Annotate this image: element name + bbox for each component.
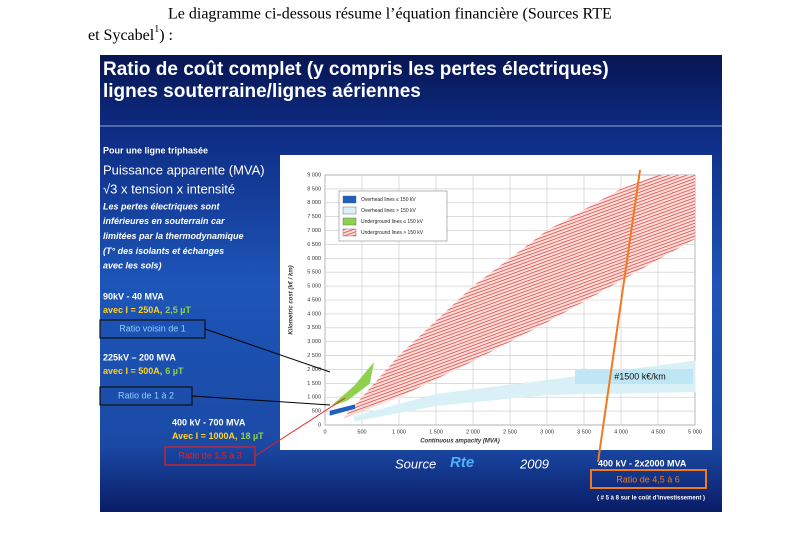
x-axis-label: Continuous ampacity (MVA) <box>420 439 500 445</box>
y-tick-label: 1 500 <box>307 381 321 387</box>
ratio: Ratio de 4,5 à 6 <box>616 474 680 484</box>
y-tick-label: 5 000 <box>307 284 321 290</box>
region <box>332 362 374 407</box>
legend-box <box>338 190 448 242</box>
current: Avec I = 1000A, <box>172 431 237 441</box>
pointer-line <box>254 397 346 457</box>
legend-swatch <box>342 195 357 204</box>
ratio: Ratio de 1 à 2 <box>118 390 174 400</box>
y-tick-label: 3 500 <box>307 325 321 331</box>
y-tick-label: 7 500 <box>307 214 321 220</box>
y-tick-label: 4 000 <box>307 311 321 317</box>
y-tick-label: 4 500 <box>307 297 321 303</box>
case-head: 225kV – 200 MVA <box>103 352 176 362</box>
legend-label: Overhead lines ≤ 150 kV <box>361 197 416 203</box>
annotation-band <box>575 369 693 384</box>
paragraph-text: ) : <box>159 27 173 44</box>
y-tick-label: 8 000 <box>307 200 321 206</box>
legend-label: Overhead lines > 150 kV <box>361 208 417 214</box>
y-tick-label: 2 000 <box>307 367 321 373</box>
y-tick-label: 6 500 <box>307 242 321 248</box>
pointer-line <box>597 169 641 463</box>
region <box>343 175 695 419</box>
legend-swatch <box>342 206 357 215</box>
legend-label: Underground lines ≤ 150 kV <box>361 219 424 225</box>
note-line: avec les sols) <box>103 261 162 271</box>
region <box>329 404 356 416</box>
annotation: #1500 k€/km <box>614 371 666 381</box>
note-line: Les pertes électriques sont <box>103 201 221 211</box>
current: avec I = 500A, <box>103 366 162 376</box>
slide-title: Ratio de coût complet (y compris les per… <box>103 59 609 80</box>
y-tick-label: 9 000 <box>307 172 321 178</box>
legend-swatch <box>342 217 357 226</box>
formula: √3 x tension x intensité <box>103 181 235 196</box>
pointer-line <box>204 328 331 373</box>
x-tick-label: 5 000 <box>688 429 702 435</box>
source: Source <box>395 456 436 471</box>
case-head: 400 kV - 2x2000 MVA <box>598 458 687 468</box>
x-tick-label: 0 <box>323 429 326 435</box>
cases: 90kV - 40 MVA avec I = 250A, 2,5 µT Ratio v… <box>99 291 264 466</box>
note-line: inférieures en souterrain car <box>103 216 225 226</box>
paragraph-line: et Sycabel1) : <box>88 24 173 43</box>
x-tick-label: 3 500 <box>577 429 591 435</box>
pointer-line <box>191 395 331 406</box>
y-tick-label: 8 500 <box>307 186 321 192</box>
x-tick-label: 2 000 <box>466 429 480 435</box>
ratio: Ratio voisin de 1 <box>119 323 186 333</box>
y-tick-label: 1 000 <box>307 395 321 401</box>
case-detail: Avec I = 1000A, 18 µT <box>172 431 264 441</box>
x-tick-label: 4 000 <box>614 429 628 435</box>
current: avec I = 250A, <box>103 305 162 315</box>
logo: Rte <box>450 454 474 471</box>
y-tick-label: 0 <box>318 422 321 428</box>
legend-swatch <box>342 228 357 237</box>
year: 2009 <box>519 456 549 471</box>
y-axis-label: Kilometric cost (k€ / km) <box>289 265 295 334</box>
x-tick-label: 3 000 <box>540 429 554 435</box>
field: 18 µT <box>240 431 264 441</box>
case-head: 90kV - 40 MVA <box>103 291 164 301</box>
field: 6 µT <box>165 366 184 376</box>
legend-label: Underground lines > 150 kV <box>361 230 424 236</box>
x-tick-label: 1 000 <box>392 429 406 435</box>
chart: 0 500 1 000 1 500 2 000 2 500 3 000 3 500 4 000 4… <box>289 172 702 444</box>
y-tick-label: 3 000 <box>307 339 321 345</box>
x-tick-label: 1 500 <box>429 429 443 435</box>
ratio-box <box>590 469 707 489</box>
field: 2,5 µT <box>165 305 191 315</box>
case-detail: avec I = 250A, 2,5 µT <box>103 305 191 315</box>
formula: Puissance apparente (MVA) <box>103 162 265 177</box>
paragraph-line: Le diagramme ci-dessous résume l’équatio… <box>168 6 612 23</box>
intro: Pour une ligne triphasée <box>103 145 208 155</box>
x-tick-label: 2 500 <box>503 429 517 435</box>
footnote-ref: 1 <box>154 24 159 35</box>
notes: Les pertes électriques sont inférieures e… <box>103 201 244 270</box>
x-tick-label: 4 500 <box>651 429 665 435</box>
y-tick-label: 5 500 <box>307 270 321 276</box>
note-line: (T° des isolants et échanges <box>103 246 224 256</box>
ratio: Ratio de 1,5 à 3 <box>178 450 242 460</box>
note: ( # 5 à 8 sur le coût d’investissement ) <box>597 496 705 502</box>
y-tick-label: 7 000 <box>307 228 321 234</box>
note-line: limitées par la thermodynamique <box>103 231 244 241</box>
case-detail: avec I = 500A, 6 µT <box>103 366 184 376</box>
y-tick-label: 2 500 <box>307 353 321 359</box>
slide-title: lignes souterraine/lignes aériennes <box>103 81 421 102</box>
x-tick-label: 500 <box>357 429 366 435</box>
y-tick-label: 6 000 <box>307 256 321 262</box>
y-tick-label: 500 <box>312 409 321 415</box>
case-head: 400 kV - 700 MVA <box>172 417 246 427</box>
paragraph-text: et Sycabel <box>88 27 155 44</box>
